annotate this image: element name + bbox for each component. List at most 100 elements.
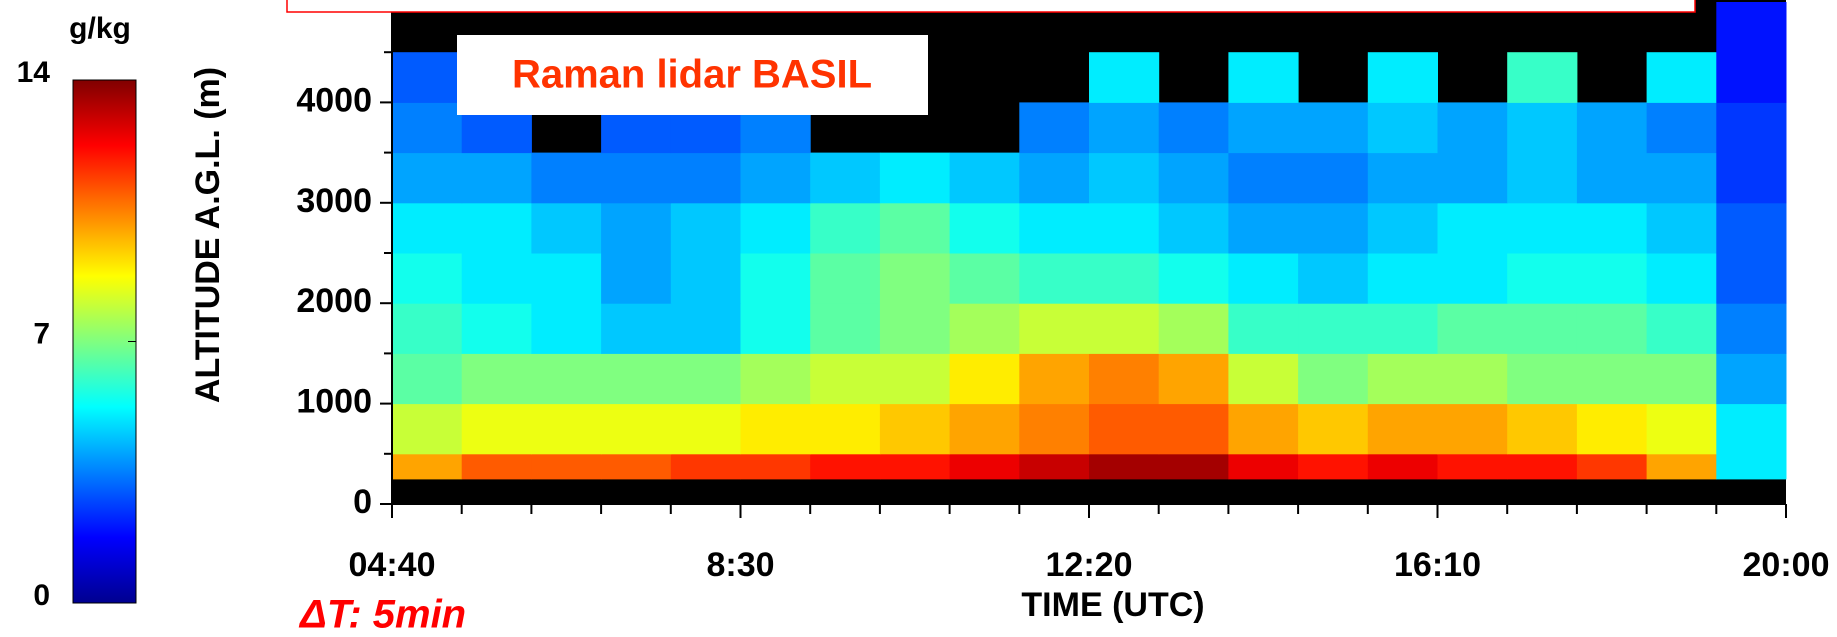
heat-cell	[1437, 453, 1508, 480]
heat-cell	[1646, 52, 1717, 103]
heat-cell	[1716, 403, 1787, 455]
y-tick-label: 1000	[296, 383, 372, 421]
heat-cell	[1507, 303, 1578, 354]
heat-cell	[1228, 303, 1299, 354]
heat-cell	[810, 202, 881, 254]
heat-cell	[949, 253, 1020, 304]
heat-cell	[1646, 453, 1717, 480]
heat-cell	[1576, 102, 1648, 154]
heat-cell	[1228, 403, 1299, 455]
heat-cell	[1576, 253, 1648, 304]
heat-cell	[1507, 52, 1578, 103]
heat-cell	[1507, 353, 1578, 405]
heat-cell	[531, 202, 602, 254]
heat-cell	[740, 152, 811, 204]
heat-cell	[1716, 152, 1787, 204]
heat-cell	[1576, 303, 1648, 354]
heat-cell	[1228, 453, 1299, 480]
heat-cell	[1716, 453, 1787, 480]
heat-cell	[1089, 152, 1160, 204]
heat-cell	[461, 303, 532, 354]
heat-cell	[1158, 253, 1229, 304]
heat-cell	[740, 403, 811, 455]
heat-cell	[879, 353, 951, 405]
heat-cell	[1019, 253, 1090, 304]
heat-cell	[601, 403, 672, 455]
heat-cell	[1298, 353, 1369, 405]
heat-cell	[1437, 403, 1508, 455]
heat-cell	[392, 403, 463, 455]
heat-cell	[949, 403, 1020, 455]
colorbar-tick-label: 7	[33, 317, 50, 350]
heat-cell	[1507, 253, 1578, 304]
heat-cell	[1298, 202, 1369, 254]
heat-cell	[810, 403, 881, 455]
heat-cell	[740, 353, 811, 405]
heat-cell	[601, 202, 672, 254]
heat-cell	[949, 152, 1020, 204]
header-strip	[286, 0, 1696, 13]
heat-cell	[601, 453, 672, 480]
heat-cell	[879, 202, 951, 254]
heat-cell	[531, 353, 602, 405]
heat-cell	[810, 453, 881, 480]
heat-cell	[1019, 303, 1090, 354]
y-tick-label: 0	[353, 483, 372, 521]
heat-cell	[1507, 202, 1578, 254]
heat-cell	[810, 253, 881, 304]
y-tick-label: 4000	[296, 81, 372, 119]
heat-cell	[392, 253, 463, 304]
colorbar	[72, 79, 137, 604]
heat-cell	[601, 353, 672, 405]
heat-cell	[949, 453, 1020, 480]
heat-cell	[1228, 353, 1299, 405]
heat-cell	[1019, 202, 1090, 254]
heat-cell	[1437, 253, 1508, 304]
heat-cell	[670, 453, 741, 480]
heat-cell	[1019, 453, 1090, 480]
x-tick-label: 04:40	[349, 546, 436, 584]
heat-cell	[1019, 353, 1090, 405]
heat-cell	[1716, 52, 1787, 103]
heat-cell	[1646, 102, 1717, 154]
heat-cell	[461, 453, 532, 480]
heat-cell	[1019, 403, 1090, 455]
heat-cell	[1089, 353, 1160, 405]
heat-cell	[1367, 253, 1438, 304]
heat-cell	[1228, 152, 1299, 204]
x-tick-label: 8:30	[706, 546, 774, 584]
heat-cell	[1158, 353, 1229, 405]
heat-cell	[1367, 303, 1438, 354]
heat-cell	[601, 253, 672, 304]
heat-cell	[1158, 403, 1229, 455]
heat-cell	[1646, 303, 1717, 354]
heat-cell	[1158, 102, 1229, 154]
heat-cell	[740, 303, 811, 354]
colorbar-label: g/kg	[69, 12, 131, 45]
heat-cell	[1019, 102, 1090, 154]
heat-cell	[1437, 353, 1508, 405]
x-tick-label: 12:20	[1046, 546, 1133, 584]
heat-cell	[392, 303, 463, 354]
x-tick-label: 20:00	[1743, 546, 1830, 584]
heat-cell	[1507, 102, 1578, 154]
colorbar-tick-label: 14	[17, 56, 51, 89]
heat-cell	[1228, 202, 1299, 254]
heat-cell	[531, 453, 602, 480]
heat-cell	[392, 52, 463, 103]
heat-cell	[461, 403, 532, 455]
heat-cell	[879, 152, 951, 204]
heat-cell	[1576, 202, 1648, 254]
heat-cell	[1367, 152, 1438, 204]
x-tick-label: 16:10	[1394, 546, 1481, 584]
heat-cell	[461, 253, 532, 304]
heat-cell	[531, 152, 602, 204]
annotation: Raman lidar BASIL	[512, 53, 872, 97]
heat-cell	[1367, 403, 1438, 455]
heat-cell	[392, 353, 463, 405]
heat-cell	[1576, 353, 1648, 405]
heat-cell	[601, 303, 672, 354]
heat-cell	[461, 202, 532, 254]
heat-cell	[1367, 102, 1438, 154]
